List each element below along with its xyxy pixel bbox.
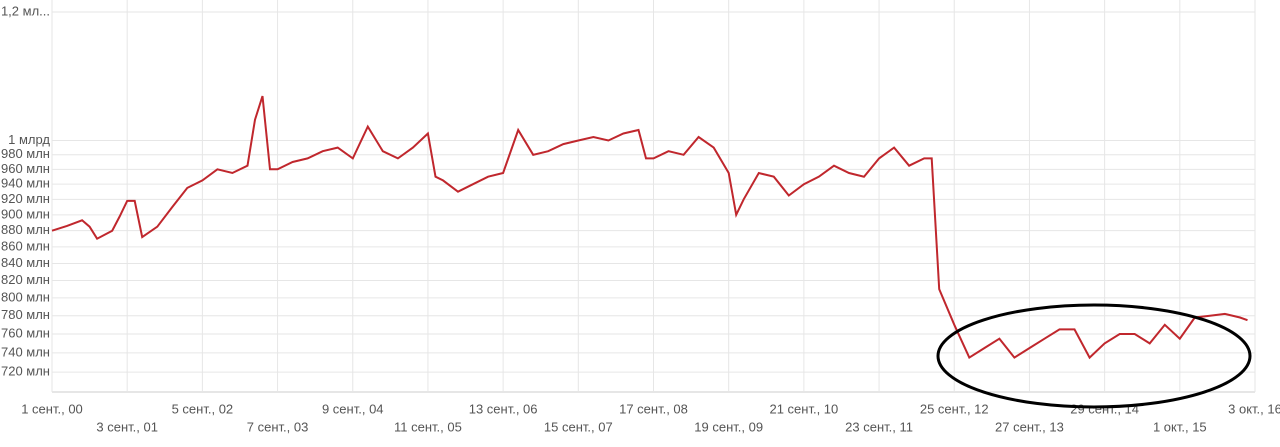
y-tick-label: 1,2 мл...	[1, 3, 50, 18]
y-tick-label: 780 млн	[1, 307, 50, 322]
y-tick-label: 760 млн	[1, 325, 50, 340]
x-tick-label: 3 окт., 16	[1228, 401, 1280, 416]
y-tick-label: 720 млн	[1, 364, 50, 379]
x-tick-label: 19 сент., 09	[694, 419, 763, 434]
x-tick-label: 1 сент., 00	[21, 401, 83, 416]
highlight-ellipse	[936, 303, 1252, 409]
y-tick-label: 860 млн	[1, 238, 50, 253]
y-tick-label: 820 млн	[1, 272, 50, 287]
y-tick-label: 940 млн	[1, 176, 50, 191]
x-tick-label: 1 окт., 15	[1153, 419, 1207, 434]
y-tick-label: 960 млн	[1, 161, 50, 176]
x-tick-label: 13 сент., 06	[469, 401, 538, 416]
y-tick-label: 900 млн	[1, 206, 50, 221]
marks	[51, 95, 1248, 360]
x-tick-label: 15 сент., 07	[544, 419, 613, 434]
x-tick-label: 21 сент., 10	[769, 401, 838, 416]
y-tick-label: 980 млн	[1, 146, 50, 161]
x-tick-label: 3 сент., 01	[96, 419, 158, 434]
x-tick-label: 27 сент., 13	[995, 419, 1064, 434]
y-tick-label: 880 млн	[1, 222, 50, 237]
y-tick-label: 920 млн	[1, 191, 50, 206]
x-tick-label: 23 сент., 11	[845, 419, 913, 434]
y-tick-label: 800 млн	[1, 289, 50, 304]
data-line	[51, 95, 1248, 360]
y-tick-label: 1 млрд	[8, 132, 50, 147]
y-tick-label: 740 млн	[1, 344, 50, 359]
grid: 720 млн 740 млн 760 млн 780 млн 800 млн 820 м…	[1, 0, 1280, 434]
x-tick-label: 7 сент., 03	[247, 419, 309, 434]
x-tick-label: 17 сент., 08	[619, 401, 688, 416]
y-tick-label: 840 млн	[1, 255, 50, 270]
x-tick-label: 5 сент., 02	[172, 401, 234, 416]
x-tick-label: 29 сент., 14	[1070, 401, 1139, 416]
x-tick-label: 9 сент., 04	[322, 401, 384, 416]
x-tick-label: 11 сент., 05	[394, 419, 462, 434]
x-tick-label: 25 сент., 12	[920, 401, 989, 416]
